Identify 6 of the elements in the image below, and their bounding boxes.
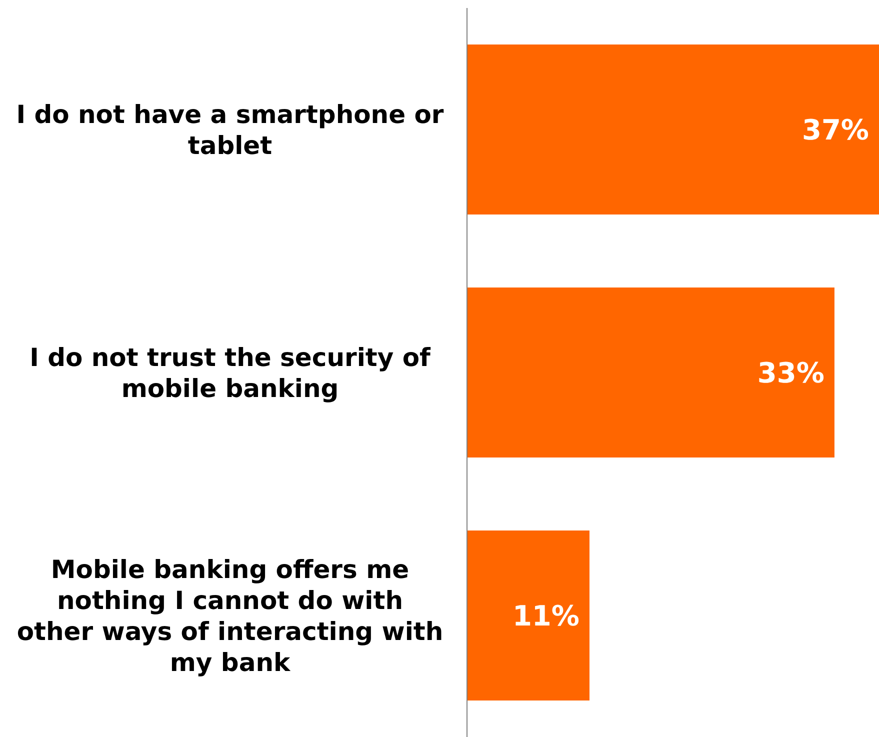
- y-tick-label: Mobile banking offers me nothing I cannot do with other ways of interacting with my bank: [16, 554, 444, 676]
- data-label: 37%: [802, 113, 869, 146]
- y-tick-label: I do not trust the security of mobile banking: [30, 342, 432, 402]
- y-tick-label: I do not have a smartphone or tablet: [16, 100, 444, 160]
- data-label: 11%: [512, 599, 580, 632]
- data-label: 33%: [757, 356, 824, 390]
